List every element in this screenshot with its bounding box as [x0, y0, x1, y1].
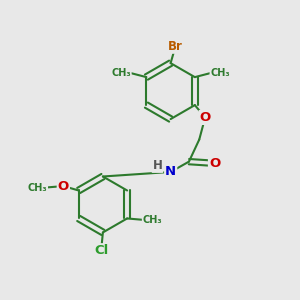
Text: CH₃: CH₃: [28, 182, 47, 193]
Text: H: H: [152, 159, 162, 172]
Text: CH₃: CH₃: [111, 68, 131, 78]
Text: O: O: [58, 180, 69, 193]
Text: CH₃: CH₃: [142, 215, 162, 225]
Text: N: N: [165, 165, 176, 178]
Text: O: O: [209, 157, 220, 169]
Text: CH₃: CH₃: [210, 68, 230, 78]
Text: Cl: Cl: [94, 244, 109, 257]
Text: Br: Br: [168, 40, 182, 53]
Text: O: O: [200, 111, 211, 124]
